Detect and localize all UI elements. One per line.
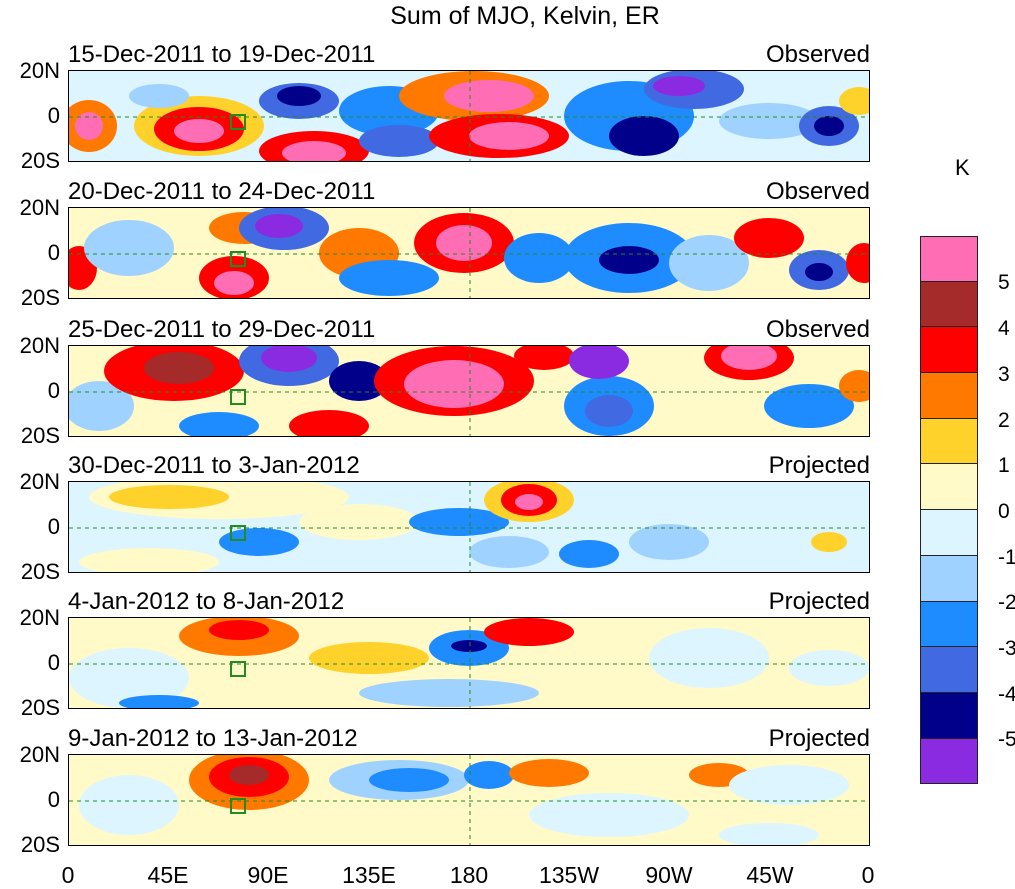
lon-label: 135E xyxy=(342,862,396,888)
panel-status: Projected xyxy=(768,588,870,615)
panel-date-range: 9-Jan-2012 to 13-Jan-2012 xyxy=(68,725,358,752)
lon-label: 135W xyxy=(538,862,600,888)
colorbar-label: 2 xyxy=(998,409,1010,432)
colorbar-label: 4 xyxy=(998,317,1010,340)
anomaly-map xyxy=(68,754,870,846)
lat-label-20n: 20N xyxy=(19,333,60,358)
lon-label: 0 xyxy=(61,862,75,888)
lat-label-20s: 20S xyxy=(20,695,60,720)
lat-label-20s: 20S xyxy=(20,148,60,173)
panel-date-range: 20-Dec-2011 to 24-Dec-2011 xyxy=(68,178,376,205)
lat-label-20s: 20S xyxy=(20,423,60,448)
panel-status: Projected xyxy=(768,452,870,479)
panel-status: Projected xyxy=(768,725,870,752)
lon-label: 90W xyxy=(645,862,693,888)
anomaly-map xyxy=(68,70,870,162)
map-panel-4: 30-Dec-2011 to 3-Jan-2012 Projected xyxy=(68,452,870,573)
panel-status: Observed xyxy=(765,178,870,205)
map-panel-5: 4-Jan-2012 to 8-Jan-2012 Projected xyxy=(68,588,870,709)
colorbar-swatch xyxy=(920,418,978,465)
lat-label-20n: 20N xyxy=(19,605,60,630)
panel-date-range: 4-Jan-2012 to 8-Jan-2012 xyxy=(68,588,345,615)
map-panel-3: 25-Dec-2011 to 29-Dec-2011 Observed xyxy=(68,316,870,437)
colorbar-label: -2 xyxy=(998,591,1015,614)
colorbar-swatch xyxy=(920,464,978,511)
lon-label: 0 xyxy=(861,862,875,888)
lat-label-20s: 20S xyxy=(20,559,60,584)
colorbar-label: 5 xyxy=(998,271,1010,294)
map-panel-1: 15-Dec-2011 to 19-Dec-2011 Observed xyxy=(68,41,870,162)
anomaly-map xyxy=(68,617,870,709)
colorbar-swatch xyxy=(920,692,978,739)
lon-label: 180 xyxy=(449,862,489,888)
colorbar-swatch xyxy=(920,647,978,693)
colorbar-label: -3 xyxy=(998,637,1015,660)
panel-date-range: 30-Dec-2011 to 3-Jan-2012 xyxy=(68,452,360,479)
colorbar-swatch xyxy=(920,738,978,785)
colorbar-swatch xyxy=(920,373,978,419)
lat-label-20n: 20N xyxy=(19,469,60,494)
lon-label: 45W xyxy=(746,862,794,888)
lat-label-eq: 0 xyxy=(47,787,60,812)
colorbar-label: -1 xyxy=(998,546,1015,569)
panel-date-range: 25-Dec-2011 to 29-Dec-2011 xyxy=(68,316,376,343)
lat-label-eq: 0 xyxy=(47,378,60,403)
colorbar-label: -5 xyxy=(998,728,1015,751)
colorbar xyxy=(920,236,978,785)
panel-date-range: 15-Dec-2011 to 19-Dec-2011 xyxy=(68,41,376,68)
lon-label: 90E xyxy=(247,862,289,888)
lat-label-eq: 0 xyxy=(47,240,60,265)
lat-label-eq: 0 xyxy=(47,650,60,675)
colorbar-swatch xyxy=(920,327,978,374)
lat-label-eq: 0 xyxy=(47,103,60,128)
colorbar-swatch xyxy=(920,510,978,556)
lat-label-20s: 20S xyxy=(20,285,60,310)
colorbar-swatch xyxy=(920,236,978,282)
colorbar-label: 0 xyxy=(998,500,1010,523)
anomaly-map xyxy=(68,345,870,437)
lat-label-20s: 20S xyxy=(20,832,60,857)
lat-label-20n: 20N xyxy=(19,742,60,767)
anomaly-map xyxy=(68,207,870,299)
anomaly-map xyxy=(68,481,870,573)
lon-label: 45E xyxy=(147,862,189,888)
map-panel-6: 9-Jan-2012 to 13-Jan-2012 Projected xyxy=(68,725,870,846)
figure-title: Sum of MJO, Kelvin, ER xyxy=(390,2,660,30)
map-panel-2: 20-Dec-2011 to 24-Dec-2011 Observed xyxy=(68,178,870,299)
panel-status: Observed xyxy=(765,41,870,68)
lat-label-20n: 20N xyxy=(19,195,60,220)
colorbar-swatch xyxy=(920,281,978,328)
colorbar-label: -4 xyxy=(998,683,1015,706)
lat-label-eq: 0 xyxy=(47,514,60,539)
colorbar-label: 1 xyxy=(998,454,1010,477)
panel-status: Observed xyxy=(765,316,870,343)
colorbar-swatch xyxy=(920,555,978,602)
colorbar-unit: K xyxy=(955,155,970,180)
colorbar-label: 3 xyxy=(998,363,1010,386)
lat-label-20n: 20N xyxy=(19,58,60,83)
colorbar-swatch xyxy=(920,601,978,648)
